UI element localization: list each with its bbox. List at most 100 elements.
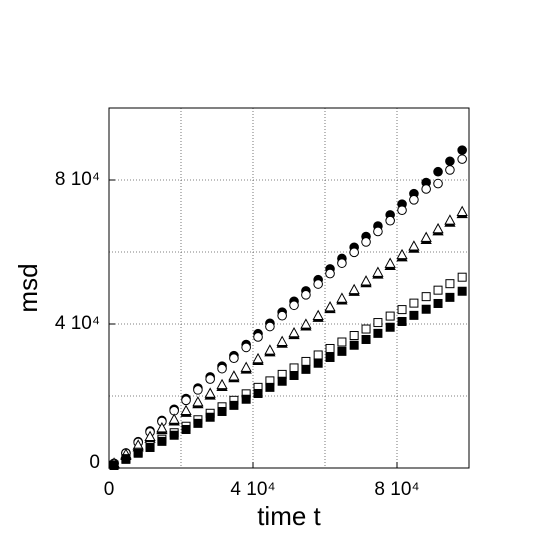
point bbox=[168, 413, 180, 424]
point bbox=[156, 421, 168, 433]
point bbox=[109, 460, 119, 470]
point bbox=[300, 318, 312, 329]
point bbox=[145, 442, 155, 452]
point bbox=[445, 165, 455, 175]
point bbox=[409, 298, 419, 308]
point bbox=[193, 385, 203, 395]
point bbox=[337, 346, 347, 356]
point bbox=[420, 231, 432, 242]
point bbox=[457, 286, 467, 296]
point bbox=[289, 370, 299, 380]
point bbox=[301, 290, 311, 300]
point bbox=[241, 342, 251, 353]
point bbox=[192, 396, 204, 407]
point bbox=[373, 318, 383, 328]
point bbox=[384, 257, 396, 268]
point bbox=[277, 310, 287, 321]
point bbox=[144, 430, 156, 441]
point bbox=[408, 240, 420, 251]
point bbox=[336, 292, 348, 303]
plot-frame bbox=[108, 107, 470, 469]
point bbox=[348, 283, 360, 295]
point bbox=[193, 418, 203, 428]
point bbox=[312, 309, 324, 321]
point bbox=[397, 205, 407, 216]
y-tick-label: 0 bbox=[89, 452, 100, 473]
point bbox=[433, 178, 443, 189]
x-axis-title: time t bbox=[257, 501, 321, 531]
point bbox=[361, 324, 371, 334]
point bbox=[252, 352, 264, 364]
point bbox=[217, 406, 227, 416]
point bbox=[433, 166, 443, 177]
point bbox=[457, 145, 467, 155]
point bbox=[253, 332, 263, 342]
point bbox=[360, 275, 372, 286]
point bbox=[397, 316, 407, 326]
point bbox=[217, 363, 227, 374]
point bbox=[457, 272, 467, 282]
point bbox=[181, 395, 191, 406]
point bbox=[325, 343, 335, 353]
point bbox=[349, 331, 359, 341]
point bbox=[433, 298, 443, 308]
point bbox=[445, 156, 455, 167]
point bbox=[289, 300, 299, 311]
point bbox=[456, 205, 468, 216]
point bbox=[397, 305, 407, 315]
point bbox=[181, 424, 191, 434]
point bbox=[169, 430, 179, 440]
point bbox=[409, 195, 419, 205]
point bbox=[204, 387, 216, 398]
point bbox=[445, 279, 455, 289]
point bbox=[289, 363, 299, 373]
point bbox=[349, 247, 359, 258]
point bbox=[409, 310, 419, 320]
point bbox=[265, 321, 275, 332]
point bbox=[445, 292, 455, 302]
point bbox=[216, 378, 228, 390]
point bbox=[121, 454, 131, 464]
point bbox=[337, 337, 347, 347]
point bbox=[265, 382, 275, 392]
point bbox=[264, 344, 276, 355]
x-tick-label: 0 bbox=[104, 479, 115, 500]
point bbox=[325, 352, 335, 362]
point bbox=[276, 335, 288, 346]
point bbox=[313, 350, 323, 360]
point bbox=[457, 154, 467, 164]
point bbox=[324, 301, 336, 312]
point bbox=[385, 215, 395, 226]
point bbox=[385, 322, 395, 332]
y-tick-label: 4 10⁴ bbox=[55, 313, 100, 334]
point bbox=[253, 388, 263, 398]
point bbox=[277, 376, 287, 386]
y-tick-label: 8 10⁴ bbox=[55, 169, 100, 190]
point bbox=[372, 266, 384, 277]
point bbox=[396, 248, 408, 260]
point bbox=[228, 370, 240, 381]
point bbox=[325, 268, 335, 279]
point bbox=[361, 334, 371, 344]
point bbox=[180, 404, 192, 416]
point bbox=[444, 214, 456, 225]
point bbox=[229, 353, 239, 364]
point bbox=[313, 279, 323, 289]
point bbox=[205, 412, 215, 422]
point bbox=[313, 358, 323, 368]
y-axis-title: msd bbox=[13, 263, 43, 312]
point bbox=[373, 328, 383, 338]
point bbox=[241, 394, 251, 404]
point bbox=[288, 326, 300, 338]
x-tick-label: 4 10⁴ bbox=[230, 479, 275, 500]
point bbox=[240, 361, 252, 372]
point bbox=[205, 374, 215, 384]
point bbox=[421, 292, 431, 302]
point bbox=[349, 340, 359, 350]
point bbox=[133, 448, 143, 458]
point bbox=[361, 237, 371, 247]
point bbox=[421, 184, 431, 194]
point bbox=[385, 311, 395, 321]
point bbox=[337, 258, 347, 268]
